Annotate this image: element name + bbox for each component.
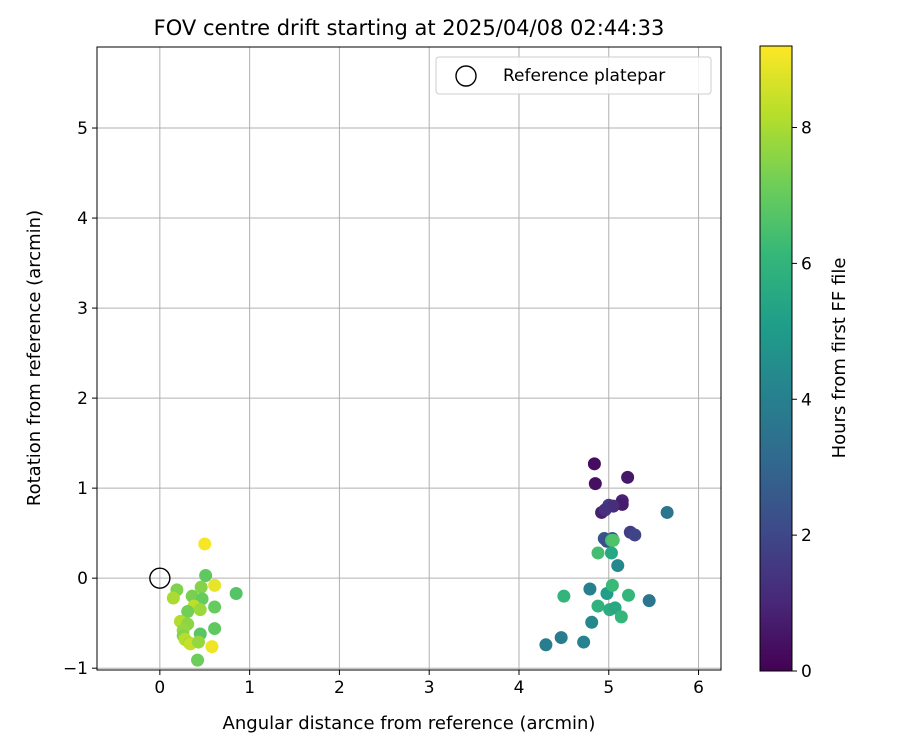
data-point bbox=[193, 603, 207, 617]
data-point bbox=[605, 578, 619, 592]
data-point bbox=[191, 635, 205, 649]
x-tick-label: 5 bbox=[603, 678, 614, 698]
reference-marker-group bbox=[149, 567, 171, 589]
data-point bbox=[622, 588, 636, 602]
data-point bbox=[660, 505, 674, 519]
data-point bbox=[208, 578, 222, 592]
data-point bbox=[604, 546, 618, 560]
data-point bbox=[614, 610, 628, 624]
data-points bbox=[166, 457, 674, 667]
x-tick-label: 2 bbox=[334, 678, 345, 698]
colorbar-strip bbox=[759, 45, 793, 672]
y-tick-label: 1 bbox=[77, 479, 88, 499]
data-point bbox=[208, 622, 222, 636]
legend-marker bbox=[455, 65, 477, 87]
data-point bbox=[557, 589, 571, 603]
colorbar-tick-label: 2 bbox=[801, 526, 812, 546]
y-tick-label: 3 bbox=[77, 299, 88, 319]
data-point bbox=[185, 589, 199, 603]
data-point bbox=[199, 568, 213, 582]
data-point bbox=[539, 638, 553, 652]
y-axis-label: Rotation from reference (arcmin) bbox=[24, 210, 45, 506]
x-tick-label: 6 bbox=[693, 678, 704, 698]
y-tick-label: 4 bbox=[77, 209, 88, 229]
y-tick-label: 2 bbox=[77, 389, 88, 409]
data-point bbox=[591, 599, 605, 613]
y-tick-label: 0 bbox=[77, 569, 88, 589]
data-point bbox=[585, 615, 599, 629]
x-axis-label: Angular distance from reference (arcmin) bbox=[223, 713, 596, 734]
chart-title: FOV centre drift starting at 2025/04/08 … bbox=[154, 16, 665, 40]
colorbar-tick-label: 0 bbox=[801, 662, 812, 682]
legend-label: Reference platepar bbox=[503, 66, 665, 86]
data-point bbox=[642, 594, 656, 608]
legend-box bbox=[435, 56, 712, 95]
data-point bbox=[588, 477, 602, 491]
x-tick-label: 1 bbox=[244, 678, 255, 698]
colorbar-tick-label: 8 bbox=[801, 119, 812, 139]
data-point bbox=[191, 653, 205, 667]
colorbar: 0 2 4 6 8 bbox=[759, 45, 812, 682]
data-point bbox=[598, 503, 612, 517]
colorbar-label: Hours from first FF file bbox=[829, 258, 850, 459]
data-point bbox=[181, 604, 195, 618]
data-point bbox=[229, 586, 243, 600]
data-point bbox=[628, 528, 642, 542]
axes: 0 1 2 3 4 5 6 −1 0 1 2 3 4 5 bbox=[63, 46, 722, 698]
x-tick-label: 3 bbox=[424, 678, 435, 698]
data-point bbox=[606, 533, 620, 547]
data-point bbox=[194, 580, 208, 594]
data-point bbox=[608, 601, 622, 615]
data-point bbox=[205, 640, 219, 654]
data-point bbox=[587, 457, 601, 471]
data-point bbox=[166, 591, 180, 605]
plot-frame bbox=[96, 46, 722, 671]
data-point bbox=[198, 537, 212, 551]
legend: Reference platepar bbox=[435, 56, 712, 95]
y-tick-label: −1 bbox=[63, 659, 88, 679]
y-tick-label: 5 bbox=[77, 119, 88, 139]
reference-marker bbox=[149, 567, 171, 589]
data-point bbox=[621, 470, 635, 484]
data-point bbox=[554, 631, 568, 645]
data-point bbox=[208, 600, 222, 614]
x-tick-label: 4 bbox=[514, 678, 525, 698]
data-point bbox=[583, 582, 597, 596]
data-point bbox=[577, 635, 591, 649]
data-point bbox=[591, 546, 605, 560]
data-point bbox=[611, 559, 625, 573]
colorbar-tick-label: 4 bbox=[801, 390, 812, 410]
colorbar-tick-label: 6 bbox=[801, 254, 812, 274]
x-tick-label: 0 bbox=[154, 678, 165, 698]
